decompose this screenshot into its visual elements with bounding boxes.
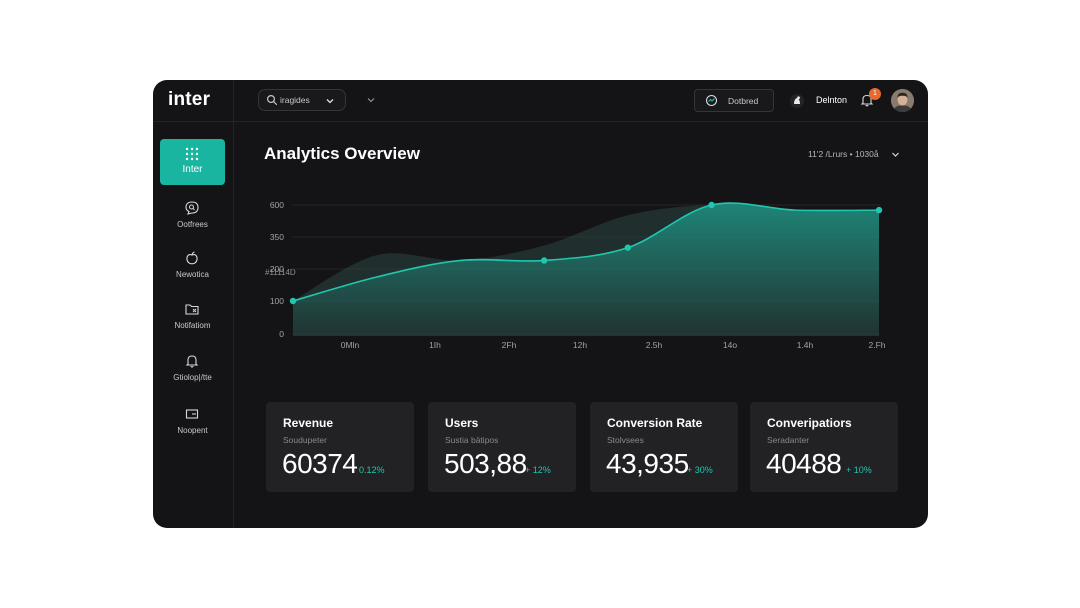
range-selector[interactable]: 11'2 /Lrurs • 1030å <box>808 149 879 159</box>
x-tick-label: 2Fh <box>502 340 517 350</box>
y-tick-label: 350 <box>270 232 284 242</box>
card-delta: 0.12% <box>359 465 385 475</box>
sidebar-item-label: Noopent <box>177 426 208 435</box>
metric-card-conversion-rate[interactable]: Conversion Rate Stolvsees 43,935 + 30% <box>590 402 738 492</box>
x-tick-label: 0Mln <box>341 340 360 350</box>
chevron-down-icon[interactable] <box>366 95 376 105</box>
sidebar-item-label: Gtiolop|/tte <box>173 373 212 382</box>
user-name[interactable]: Delnton <box>816 95 848 105</box>
search-icon <box>266 94 278 106</box>
sidebar-item-label: Notifatiom <box>174 321 211 330</box>
dashboard-window: inter iragides Dotbred <box>153 80 928 528</box>
card-title: Conversion Rate <box>607 416 703 430</box>
folder-icon <box>185 304 199 315</box>
dashboard-button[interactable]: Dotbred <box>694 89 774 112</box>
x-tick-label: 14o <box>723 340 737 350</box>
sidebar-item-label: Newotica <box>176 270 209 279</box>
x-tick-label: 1.4h <box>797 340 814 350</box>
card-value: 60374 <box>282 448 358 479</box>
bell-icon <box>185 355 199 368</box>
sidebar-item-noopent[interactable]: Noopent <box>160 399 225 445</box>
metric-card-converipatiors[interactable]: Converipatiors Seradanter 40488 + 10% <box>750 402 898 492</box>
data-point[interactable] <box>624 244 632 251</box>
metric-card-users[interactable]: Users Sustia bätipos 503,88 + 12% <box>428 402 576 492</box>
sidebar-item-newotica[interactable]: Newotica <box>160 243 225 289</box>
x-tick-label: 2.Fh <box>868 340 885 350</box>
sidebar-item-inter[interactable]: Inter <box>160 139 225 185</box>
sidebar: Inter Ootfrees Newotica Notifatiom <box>153 121 234 528</box>
terminal-icon <box>185 409 199 419</box>
chevron-down-icon[interactable] <box>891 150 900 159</box>
card-title: Converipatiors <box>767 416 852 430</box>
card-value: 40488 <box>766 448 842 479</box>
card-subtitle: Stolvsees <box>607 435 644 445</box>
y-tick-label: 100 <box>270 296 284 306</box>
data-point[interactable] <box>289 297 297 305</box>
series-line <box>292 202 880 302</box>
user-icon[interactable] <box>789 93 805 109</box>
card-value: 503,88 <box>444 448 527 479</box>
card-delta: + 12% <box>525 465 551 475</box>
y-tick-label: 200 <box>270 264 284 274</box>
gauge-icon <box>705 94 718 107</box>
sidebar-item-label: Inter <box>182 164 203 175</box>
card-subtitle: Sustia bätipos <box>445 435 499 445</box>
data-point[interactable] <box>875 206 883 214</box>
card-subtitle: Soudupeter <box>283 435 327 445</box>
sidebar-item-gtiolop[interactable]: Gtiolop|/tte <box>160 346 225 392</box>
card-title: Revenue <box>283 416 334 430</box>
page-title: Analytics Overview <box>264 144 420 163</box>
sidebar-item-ootfrees[interactable]: Ootfrees <box>160 193 225 239</box>
x-tick-label: 2.5h <box>646 340 663 350</box>
x-tick-label: 1Ih <box>429 340 441 350</box>
sidebar-item-label: Ootfrees <box>177 220 208 229</box>
data-point[interactable] <box>540 257 548 264</box>
y-axis-header: #11114D <box>265 268 296 277</box>
metric-card-revenue[interactable]: Revenue Soudupeter 60374 0.12% <box>266 402 414 492</box>
dashboard-label: Dotbred <box>728 96 759 106</box>
card-subtitle: Seradanter <box>767 435 810 445</box>
card-delta: + 10% <box>846 465 872 475</box>
divider <box>233 80 234 121</box>
card-title: Users <box>445 416 479 430</box>
y-tick-label: 600 <box>270 200 284 210</box>
chat-search-icon <box>185 201 199 215</box>
card-delta: + 30% <box>687 465 713 475</box>
apple-icon <box>186 251 198 265</box>
grid-icon <box>185 147 199 161</box>
card-value: 43,935 <box>606 448 689 479</box>
avatar-image <box>891 89 914 112</box>
top-bar: inter iragides Dotbred <box>153 80 928 122</box>
avatar[interactable] <box>891 89 914 112</box>
analytics-chart: #11114D 600 350 200 100 0 0Mln 1Ih 2Fh 12h 2.5h 14o… <box>265 200 886 350</box>
x-tick-label: 12h <box>573 340 587 350</box>
series-area <box>293 203 879 336</box>
chevron-down-icon <box>326 99 334 104</box>
data-point[interactable] <box>708 201 715 209</box>
y-tick-label: 0 <box>279 329 284 339</box>
search-dropdown[interactable]: iragides <box>258 89 346 111</box>
search-value: iragides <box>280 95 310 105</box>
notification-badge: 1 <box>869 88 881 100</box>
sidebar-item-notifatiom[interactable]: Notifatiom <box>160 294 225 340</box>
app-logo: inter <box>168 89 211 110</box>
